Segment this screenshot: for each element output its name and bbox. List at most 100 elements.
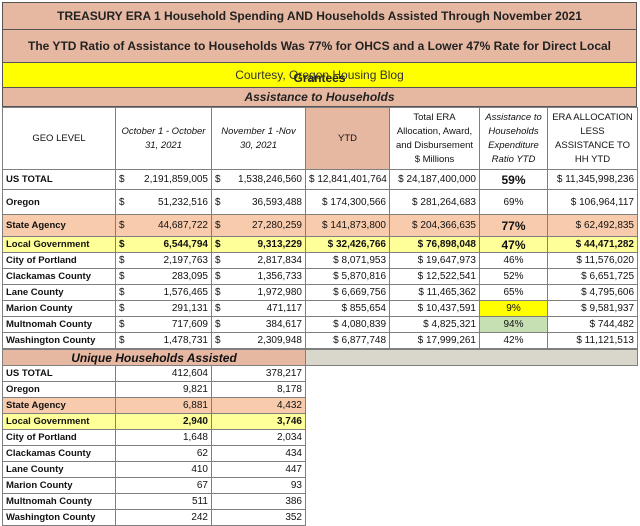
oct-cell: $717,609 — [115, 316, 212, 333]
less-cell: $ 106,964,117 — [547, 189, 638, 215]
total-cell: $ 19,647,973 — [389, 252, 480, 269]
nov-value: 1,972,980 — [257, 287, 303, 298]
nov-value: 2,309,948 — [257, 335, 303, 346]
assistance-rows: US TOTAL $2,191,859,005 $1,538,246,560 $ 12… — [2, 169, 638, 349]
households-nov-cell: 2,034 — [211, 429, 306, 446]
currency-symbol: $ — [119, 239, 125, 250]
ratio-cell: 42% — [479, 332, 548, 349]
households-oct-cell: 242 — [115, 509, 212, 526]
oct-cell: $51,232,516 — [115, 189, 212, 215]
currency-symbol: $ — [215, 255, 221, 266]
nov-cell: $1,972,980 — [211, 284, 306, 301]
currency-symbol: $ — [215, 239, 221, 250]
oct-value: 1,478,731 — [163, 335, 209, 346]
geo-level-cell: Washington County — [2, 509, 116, 526]
ratio-cell: 9% — [479, 300, 548, 317]
section-assistance-title: Assistance to Households — [2, 88, 637, 107]
currency-symbol: $ — [215, 335, 221, 346]
blank-area — [305, 349, 638, 366]
ytd-cell: $ 174,300,566 — [305, 189, 390, 215]
table-header-row: GEO LEVEL October 1 - October 31, 2021 N… — [2, 107, 638, 170]
households-oct-cell: 412,604 — [115, 365, 212, 382]
ratio-cell: 59% — [479, 169, 548, 190]
table-row: City of Portland $2,197,763 $2,817,834 $ 8,… — [2, 252, 638, 269]
oct-value: 2,191,859,005 — [144, 174, 208, 185]
nov-value: 2,817,834 — [257, 255, 303, 266]
geo-level-cell: Washington County — [2, 332, 116, 349]
households-nov-cell: 447 — [211, 461, 306, 478]
total-cell: $ 204,366,635 — [389, 214, 480, 237]
geo-level-cell: US TOTAL — [2, 169, 116, 190]
currency-symbol: $ — [119, 196, 125, 208]
geo-level-cell: City of Portland — [2, 429, 116, 446]
assistance-table: GEO LEVEL October 1 - October 31, 2021 N… — [2, 107, 638, 349]
less-cell: $ 11,345,998,236 — [547, 169, 638, 190]
total-cell: $ 12,522,541 — [389, 268, 480, 285]
nov-value: 1,356,733 — [257, 271, 303, 282]
geo-level-cell: Multnomah County — [2, 493, 116, 510]
geo-level-cell: Marion County — [2, 477, 116, 494]
table-row: Local Government $6,544,794 $9,313,229 $ 32… — [2, 236, 638, 253]
households-rows: US TOTAL 412,604 378,217 Oregon 9,821 8,178 St… — [2, 365, 638, 526]
oct-cell: $283,095 — [115, 268, 212, 285]
currency-symbol: $ — [119, 255, 125, 266]
ratio-cell: 52% — [479, 268, 548, 285]
households-nov-cell: 386 — [211, 493, 306, 510]
table-row: Marion County $291,131 $471,117 $ 855,654 $ … — [2, 300, 638, 317]
ytd-cell: $ 12,841,401,764 — [305, 169, 390, 190]
less-cell: $ 11,121,513 — [547, 332, 638, 349]
less-cell: $ 6,651,725 — [547, 268, 638, 285]
household-row: Local Government 2,940 3,746 — [2, 413, 638, 430]
households-nov-cell: 93 — [211, 477, 306, 494]
ratio-cell: 69% — [479, 189, 548, 215]
households-header-row: Unique Households Assisted — [2, 349, 638, 366]
households-oct-cell: 62 — [115, 445, 212, 462]
currency-symbol: $ — [215, 319, 221, 330]
courtesy-line: Courtesy, Oregon Housing Blog — [2, 63, 637, 88]
ytd-cell: $ 4,080,839 — [305, 316, 390, 333]
oct-value: 283,095 — [171, 271, 208, 282]
nov-cell: $471,117 — [211, 300, 306, 317]
title-line-2: The YTD Ratio of Assistance to Household… — [2, 29, 637, 85]
ytd-cell: $ 5,870,816 — [305, 268, 390, 285]
nov-value: 1,538,246,560 — [238, 174, 302, 185]
geo-level-cell: Clackamas County — [2, 268, 116, 285]
nov-cell: $1,356,733 — [211, 268, 306, 285]
households-oct-cell: 410 — [115, 461, 212, 478]
table-row: State Agency $44,687,722 $27,280,259 $ 141,… — [2, 214, 638, 237]
less-cell: $ 44,471,282 — [547, 236, 638, 253]
geo-level-cell: Local Government — [2, 236, 116, 253]
total-cell: $ 24,187,400,000 — [389, 169, 480, 190]
households-oct-cell: 9,821 — [115, 381, 212, 398]
households-nov-cell: 352 — [211, 509, 306, 526]
households-oct-cell: 511 — [115, 493, 212, 510]
ytd-cell: $ 6,877,748 — [305, 332, 390, 349]
currency-symbol: $ — [119, 174, 125, 185]
oct-cell: $2,197,763 — [115, 252, 212, 269]
geo-level-cell: Lane County — [2, 284, 116, 301]
nov-value: 384,617 — [265, 319, 302, 330]
household-row: Multnomah County 511 386 — [2, 493, 638, 510]
nov-value: 471,117 — [266, 303, 302, 314]
oct-cell: $44,687,722 — [115, 214, 212, 237]
ratio-cell: 47% — [479, 236, 548, 253]
oct-value: 6,544,794 — [163, 239, 209, 250]
households-nov-cell: 434 — [211, 445, 306, 462]
geo-level-cell: State Agency — [2, 214, 116, 237]
oct-value: 717,609 — [171, 319, 208, 330]
oct-cell: $2,191,859,005 — [115, 169, 212, 190]
ratio-cell: 77% — [479, 214, 548, 237]
households-oct-cell: 2,940 — [115, 413, 212, 430]
oct-cell: $1,576,465 — [115, 284, 212, 301]
oct-value: 51,232,516 — [157, 196, 208, 208]
households-nov-cell: 4,432 — [211, 397, 306, 414]
nov-cell: $1,538,246,560 — [211, 169, 306, 190]
household-row: State Agency 6,881 4,432 — [2, 397, 638, 414]
less-cell: $ 744,482 — [547, 316, 638, 333]
household-row: Lane County 410 447 — [2, 461, 638, 478]
geo-level-cell: Lane County — [2, 461, 116, 478]
less-cell: $ 4,795,606 — [547, 284, 638, 301]
ytd-cell: $ 8,071,953 — [305, 252, 390, 269]
geo-level-cell: Local Government — [2, 413, 116, 430]
oct-cell: $291,131 — [115, 300, 212, 317]
